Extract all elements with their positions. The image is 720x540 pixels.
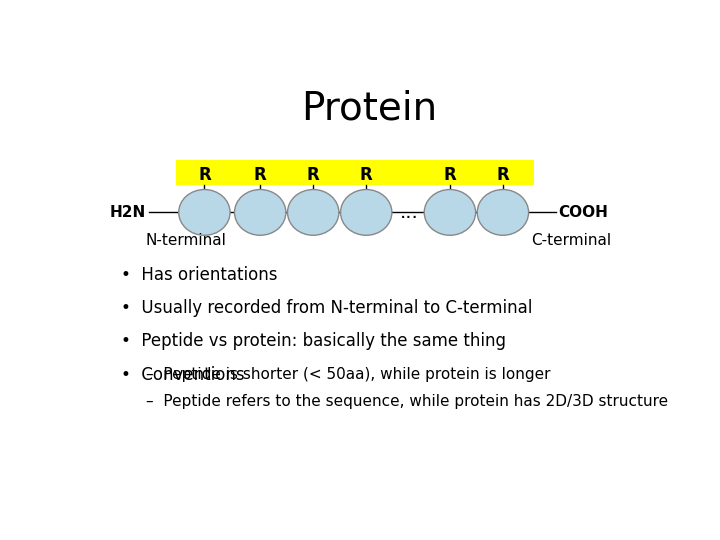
Ellipse shape: [477, 190, 528, 235]
Text: –  Peptide is shorter (< 50aa), while protein is longer: – Peptide is shorter (< 50aa), while pro…: [145, 367, 550, 382]
Ellipse shape: [179, 190, 230, 235]
Text: R: R: [254, 166, 266, 184]
Text: •  Has orientations: • Has orientations: [121, 266, 277, 284]
Text: H2N: H2N: [109, 205, 145, 220]
FancyBboxPatch shape: [176, 160, 534, 185]
Text: COOH: COOH: [559, 205, 608, 220]
Text: –  Peptide refers to the sequence, while protein has 2D/3D structure: – Peptide refers to the sequence, while …: [145, 394, 668, 409]
Text: R: R: [198, 166, 211, 184]
Text: C-terminal: C-terminal: [531, 233, 611, 248]
Text: R: R: [307, 166, 320, 184]
Text: Protein: Protein: [301, 90, 437, 127]
Text: ...: ...: [400, 203, 418, 222]
Ellipse shape: [235, 190, 286, 235]
Ellipse shape: [424, 190, 476, 235]
Text: •  Peptide vs protein: basically the same thing: • Peptide vs protein: basically the same…: [121, 332, 505, 350]
Text: •  Usually recorded from N-terminal to C-terminal: • Usually recorded from N-terminal to C-…: [121, 299, 532, 317]
Text: R: R: [360, 166, 372, 184]
Ellipse shape: [341, 190, 392, 235]
Text: •  Conventions: • Conventions: [121, 366, 244, 383]
Text: N-terminal: N-terminal: [145, 233, 227, 248]
Text: R: R: [444, 166, 456, 184]
Ellipse shape: [287, 190, 339, 235]
Text: R: R: [497, 166, 509, 184]
